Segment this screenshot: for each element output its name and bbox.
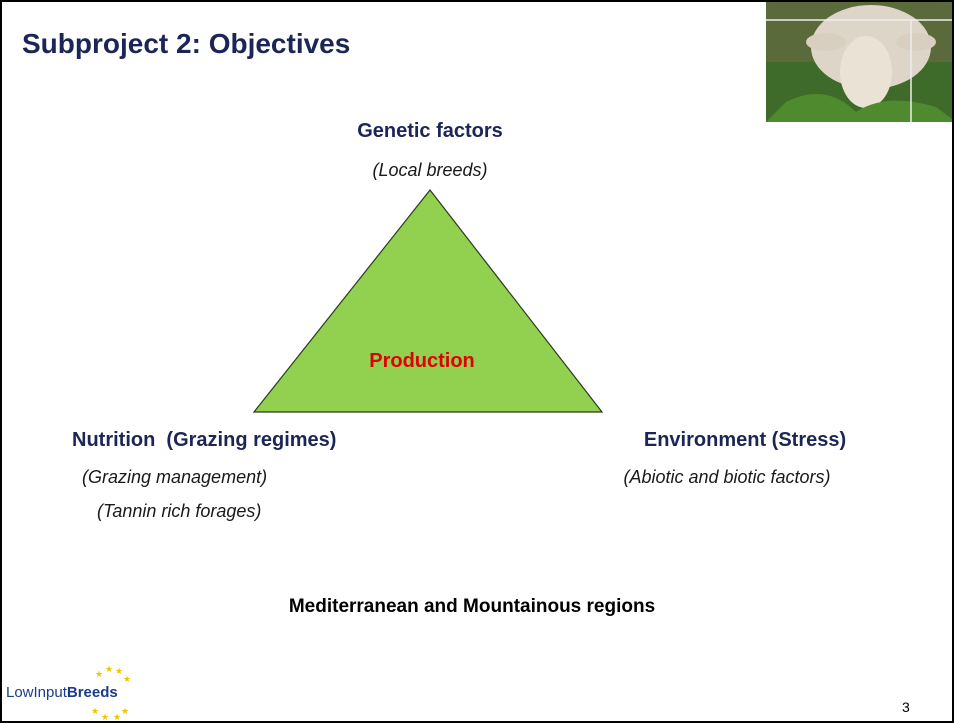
top-label: Genetic factors (357, 120, 503, 143)
right-note: (Abiotic and biotic factors) (623, 467, 830, 488)
slide: Subproject 2: Objectives Genetic factors… (0, 0, 954, 723)
svg-text:★: ★ (95, 669, 103, 679)
context-text: Mediterranean and Mountainous regions (289, 596, 655, 618)
svg-text:★: ★ (121, 706, 129, 716)
left-note: (Grazing management) (82, 467, 267, 488)
top-note: (Local breeds) (372, 160, 487, 181)
svg-text:★: ★ (105, 664, 113, 674)
right-label: Environment (Stress) (644, 429, 846, 452)
svg-text:★: ★ (123, 674, 131, 684)
page-number: 3 (902, 699, 910, 715)
logo: LowInputBreeds (6, 684, 118, 701)
svg-text:★: ★ (115, 666, 123, 676)
center-label: Production (369, 350, 475, 373)
logo-prefix: LowInput (6, 684, 67, 701)
triangle (254, 190, 602, 412)
left-label: Nutrition (Grazing regimes) (72, 429, 336, 452)
svg-text:★: ★ (113, 712, 121, 722)
svg-text:★: ★ (91, 706, 99, 716)
svg-text:★: ★ (101, 712, 109, 722)
left-note: (Tannin rich forages) (97, 501, 261, 522)
logo-emphasis: Breeds (67, 684, 118, 701)
